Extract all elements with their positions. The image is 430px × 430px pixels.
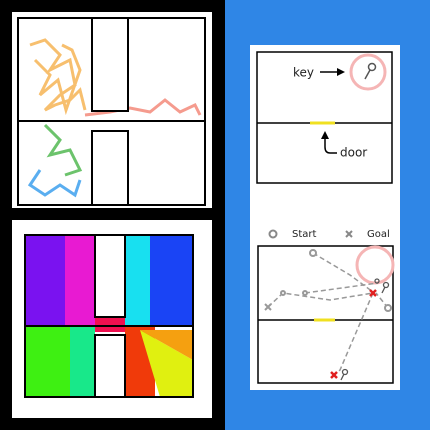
wall <box>94 234 126 318</box>
room-border <box>256 51 393 184</box>
room-border <box>257 245 394 384</box>
key-icon <box>364 62 377 80</box>
region <box>125 235 150 326</box>
region-panel <box>12 220 212 418</box>
region <box>150 235 193 326</box>
goal-marker <box>345 230 353 238</box>
panel <box>250 45 400 390</box>
region <box>25 235 65 326</box>
wall <box>94 334 126 398</box>
goal-point <box>264 303 272 311</box>
wall <box>91 17 129 112</box>
legend-goal: Goal <box>367 229 390 240</box>
goal-point <box>330 289 377 379</box>
key-arrow <box>320 68 345 76</box>
region <box>140 330 193 397</box>
start-marker <box>268 229 278 239</box>
key-highlight <box>349 53 387 91</box>
door-arrow <box>321 131 337 154</box>
key-label: key <box>293 66 314 80</box>
region <box>70 326 95 397</box>
trajectory <box>27 169 82 198</box>
start-points <box>280 249 392 312</box>
region <box>140 330 193 360</box>
task-panel: key door Start Goal <box>250 45 400 390</box>
key-highlight <box>355 245 395 285</box>
legend-start: Start <box>292 229 317 240</box>
region <box>65 235 95 326</box>
trajectory <box>43 123 83 177</box>
wall <box>91 130 129 206</box>
trajectory <box>33 43 82 116</box>
door-label: door <box>340 146 367 160</box>
key-icons <box>340 278 390 381</box>
trajectory-panel <box>12 12 212 208</box>
